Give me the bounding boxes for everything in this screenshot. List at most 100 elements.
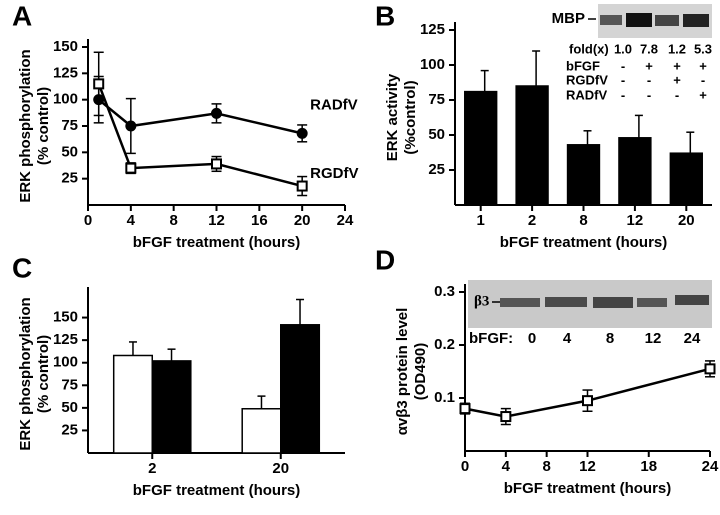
y-tick-label: 50 bbox=[61, 143, 78, 160]
lane-label: 12 bbox=[645, 330, 662, 347]
y-tick-label: 0.3 bbox=[434, 283, 455, 300]
bar bbox=[280, 324, 321, 454]
x-tick-label: 20 bbox=[678, 212, 695, 229]
bar bbox=[464, 90, 498, 206]
x-axis-label: bFGF treatment (hours) bbox=[133, 482, 301, 499]
y-tick-label: 75 bbox=[428, 91, 445, 108]
row-cell: 1.2 bbox=[668, 41, 686, 56]
row-cell: - bbox=[621, 58, 625, 73]
y-tick-label: 25 bbox=[428, 161, 445, 178]
row-cell: 5.3 bbox=[694, 41, 712, 56]
x-tick-label: 12 bbox=[579, 458, 596, 475]
point bbox=[582, 395, 593, 407]
y-tick-label: 100 bbox=[53, 354, 78, 371]
series-line bbox=[97, 83, 303, 188]
blot-band bbox=[593, 297, 633, 308]
x-tick-label: 8 bbox=[542, 458, 550, 475]
x-tick-label: 1 bbox=[477, 212, 485, 229]
y-tick-label: 100 bbox=[53, 91, 78, 108]
x-tick-label: 18 bbox=[640, 458, 657, 475]
blot-label: β3 bbox=[474, 293, 489, 309]
series-line bbox=[97, 98, 303, 135]
blot-band bbox=[500, 298, 540, 307]
bar bbox=[112, 354, 153, 454]
x-tick-label: 2 bbox=[148, 460, 156, 477]
row-name: RADfV bbox=[566, 87, 607, 102]
blot-band bbox=[683, 14, 709, 27]
y-tick-label: 0.2 bbox=[434, 336, 455, 353]
y-tick-label: 125 bbox=[420, 21, 445, 38]
row-cell: + bbox=[699, 58, 707, 73]
x-tick-label: 12 bbox=[627, 212, 644, 229]
lane-label: 0 bbox=[528, 330, 536, 347]
point bbox=[125, 162, 137, 174]
y-tick-label: 25 bbox=[61, 421, 78, 438]
x-tick-label: 8 bbox=[579, 212, 587, 229]
y-axis-label: αvβ3 protein level bbox=[394, 308, 411, 436]
y-tick-label: 50 bbox=[428, 126, 445, 143]
row-cell: + bbox=[673, 58, 681, 73]
point bbox=[459, 403, 471, 415]
row-cell: - bbox=[675, 87, 679, 102]
point bbox=[211, 107, 222, 119]
point bbox=[125, 120, 137, 132]
y-tick-label: 0.1 bbox=[434, 389, 455, 406]
y-axis-label: (% control) bbox=[35, 87, 52, 165]
lane-label: 4 bbox=[563, 330, 572, 347]
blot-band bbox=[637, 298, 667, 307]
x-axis-label: bFGF treatment (hours) bbox=[133, 234, 301, 251]
point bbox=[93, 78, 105, 90]
point bbox=[500, 411, 512, 423]
row-name: fold(x) bbox=[569, 41, 609, 56]
series-label: RGDfV bbox=[310, 165, 358, 182]
x-tick-label: 0 bbox=[461, 458, 469, 475]
lane-label: 8 bbox=[606, 330, 614, 347]
bar bbox=[669, 152, 703, 206]
row-cell: + bbox=[699, 87, 707, 102]
row-name: bFGF bbox=[566, 58, 600, 73]
x-tick-label: 2 bbox=[528, 212, 536, 229]
row-cell: - bbox=[647, 72, 651, 87]
blot-band bbox=[675, 295, 709, 305]
y-axis-label: (%control) bbox=[402, 80, 419, 154]
y-tick-label: 75 bbox=[61, 376, 78, 393]
bar bbox=[515, 85, 549, 206]
series-line bbox=[464, 367, 711, 418]
panel-letter: A bbox=[12, 0, 32, 31]
x-axis-label: bFGF treatment (hours) bbox=[500, 234, 668, 251]
blot-band bbox=[626, 13, 652, 27]
blot-band bbox=[655, 15, 679, 26]
x-tick-label: 24 bbox=[702, 458, 719, 475]
y-tick-label: 150 bbox=[53, 38, 78, 55]
row-cell: - bbox=[621, 72, 625, 87]
y-axis-label: ERK phosphorylation bbox=[17, 297, 34, 450]
x-tick-label: 20 bbox=[294, 212, 311, 229]
point bbox=[704, 363, 716, 375]
x-axis-label: bFGF treatment (hours) bbox=[504, 480, 672, 497]
y-axis-label: (% control) bbox=[35, 335, 52, 413]
x-tick-label: 4 bbox=[502, 458, 511, 475]
bar bbox=[151, 360, 192, 454]
point bbox=[211, 158, 222, 170]
panel-letter: C bbox=[12, 252, 32, 283]
x-tick-label: 4 bbox=[127, 212, 136, 229]
row-name: RGDfV bbox=[566, 72, 608, 87]
point bbox=[296, 180, 308, 192]
bar bbox=[566, 144, 601, 206]
y-axis-label: (OD490) bbox=[412, 343, 429, 401]
x-tick-label: 12 bbox=[208, 212, 225, 229]
x-tick-label: 8 bbox=[169, 212, 177, 229]
y-axis-label: ERK activity bbox=[384, 73, 401, 161]
row-cell: + bbox=[645, 58, 653, 73]
y-tick-label: 25 bbox=[61, 170, 78, 187]
y-tick-label: 125 bbox=[53, 64, 78, 81]
row-cell: - bbox=[701, 72, 705, 87]
row-cell: + bbox=[673, 72, 681, 87]
y-tick-label: 150 bbox=[53, 309, 78, 326]
y-tick-label: 50 bbox=[61, 399, 78, 416]
x-tick-label: 16 bbox=[251, 212, 268, 229]
series-label: RADfV bbox=[310, 96, 358, 113]
bar bbox=[618, 137, 652, 206]
x-tick-label: 24 bbox=[337, 212, 354, 229]
